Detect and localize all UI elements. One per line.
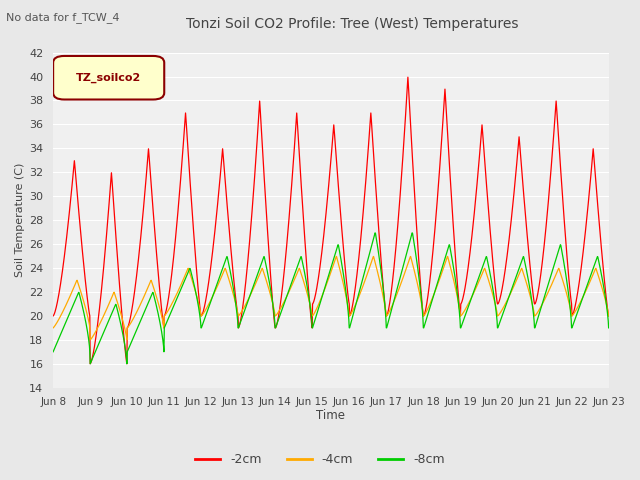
Y-axis label: Soil Temperature (C): Soil Temperature (C) xyxy=(15,163,25,277)
Text: Tonzi Soil CO2 Profile: Tree (West) Temperatures: Tonzi Soil CO2 Profile: Tree (West) Temp… xyxy=(186,17,518,31)
Text: TZ_soilco2: TZ_soilco2 xyxy=(76,72,141,83)
X-axis label: Time: Time xyxy=(316,409,346,422)
FancyBboxPatch shape xyxy=(53,56,164,99)
Legend: -2cm, -4cm, -8cm: -2cm, -4cm, -8cm xyxy=(190,448,450,471)
Text: No data for f_TCW_4: No data for f_TCW_4 xyxy=(6,12,120,23)
